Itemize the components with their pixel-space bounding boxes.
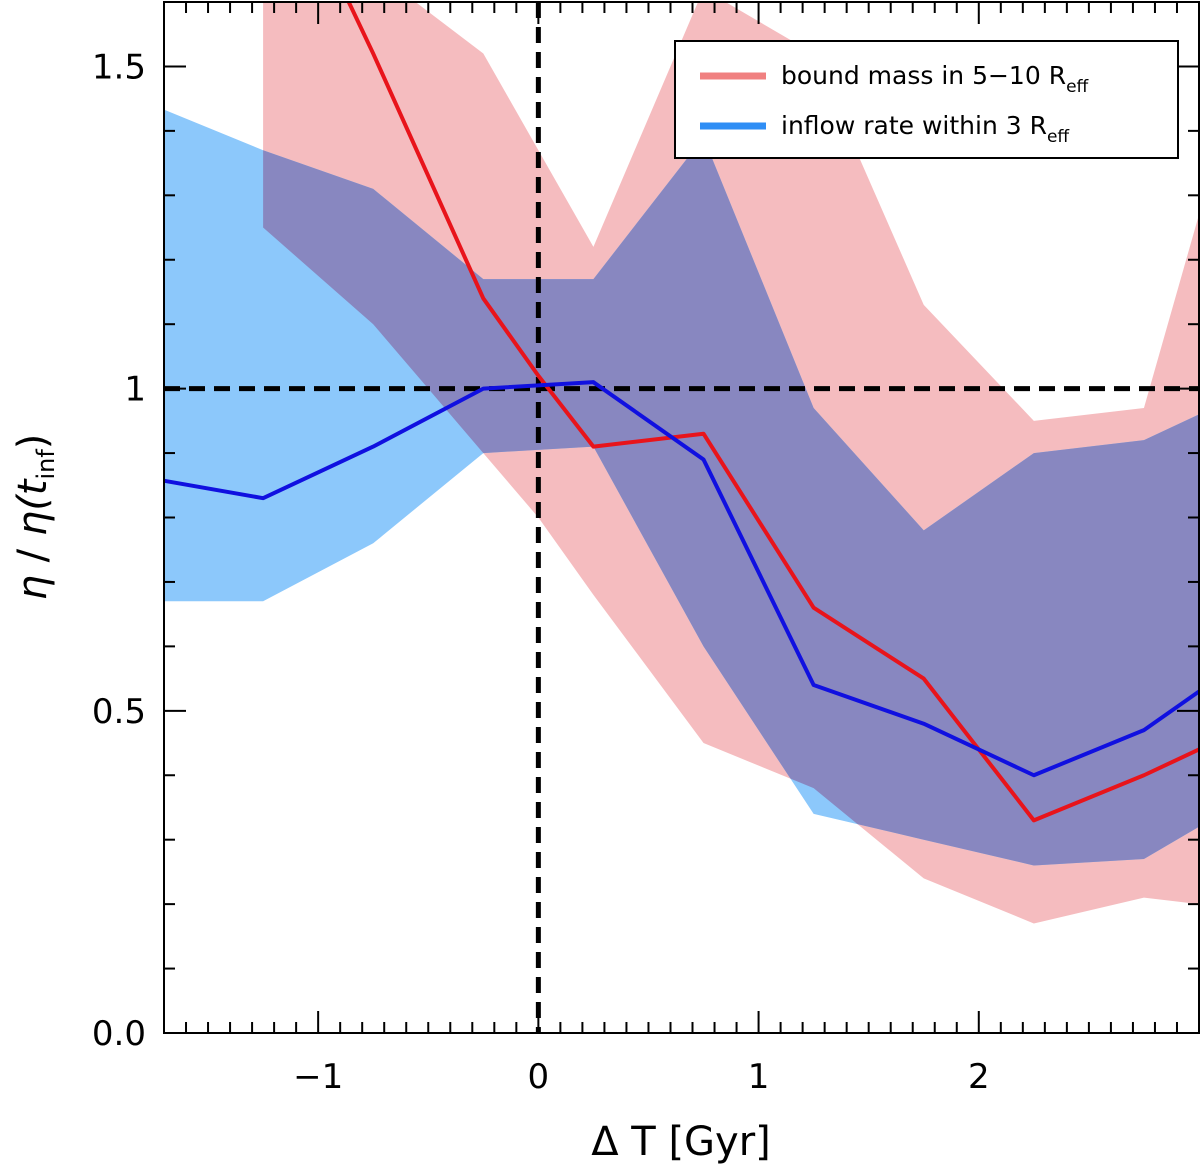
series-line-bound-mass	[346, 2, 1199, 823]
x-tick-label: 2	[968, 1057, 990, 1097]
y-label-sub: inf	[32, 449, 60, 480]
y-tick-label: 1.5	[92, 47, 146, 87]
y-axis-label: η / η(tinf)	[10, 434, 60, 601]
uncertainty-bands	[164, 2, 1199, 924]
y-tick-label: 0.5	[92, 692, 146, 732]
series-lines	[164, 2, 1199, 823]
axis-ticks	[163, 1, 1200, 1034]
x-tick-label: 1	[748, 1057, 770, 1097]
x-tick-label: 0	[528, 1057, 550, 1097]
band-overlap	[263, 105, 1199, 866]
axis-tick-labels: −1 0 1 2 0.0 0.5 1 1.5	[92, 47, 990, 1097]
legend-box	[674, 40, 1179, 159]
series-line-inflow-rate	[164, 380, 1199, 778]
reference-lines	[164, 2, 1199, 1033]
y-tick-label: 1	[124, 370, 146, 410]
legend-label-bound-mass: bound mass in 5−10 Reff	[781, 61, 1090, 97]
y-label-eta: η	[10, 575, 56, 600]
y-label-slash: /	[10, 536, 56, 575]
x-axis-label: Δ T [Gyr]	[591, 1119, 771, 1165]
y-tick-label: 0.0	[92, 1014, 146, 1054]
legend-label-inflow-rate: inflow rate within 3 Reff	[781, 111, 1070, 147]
legend: bound mass in 5−10 Reff inflow rate with…	[674, 40, 1179, 159]
x-tick-label: −1	[293, 1057, 343, 1097]
y-label-eta-open: η(t	[10, 478, 56, 536]
y-label-close: )	[10, 434, 56, 450]
